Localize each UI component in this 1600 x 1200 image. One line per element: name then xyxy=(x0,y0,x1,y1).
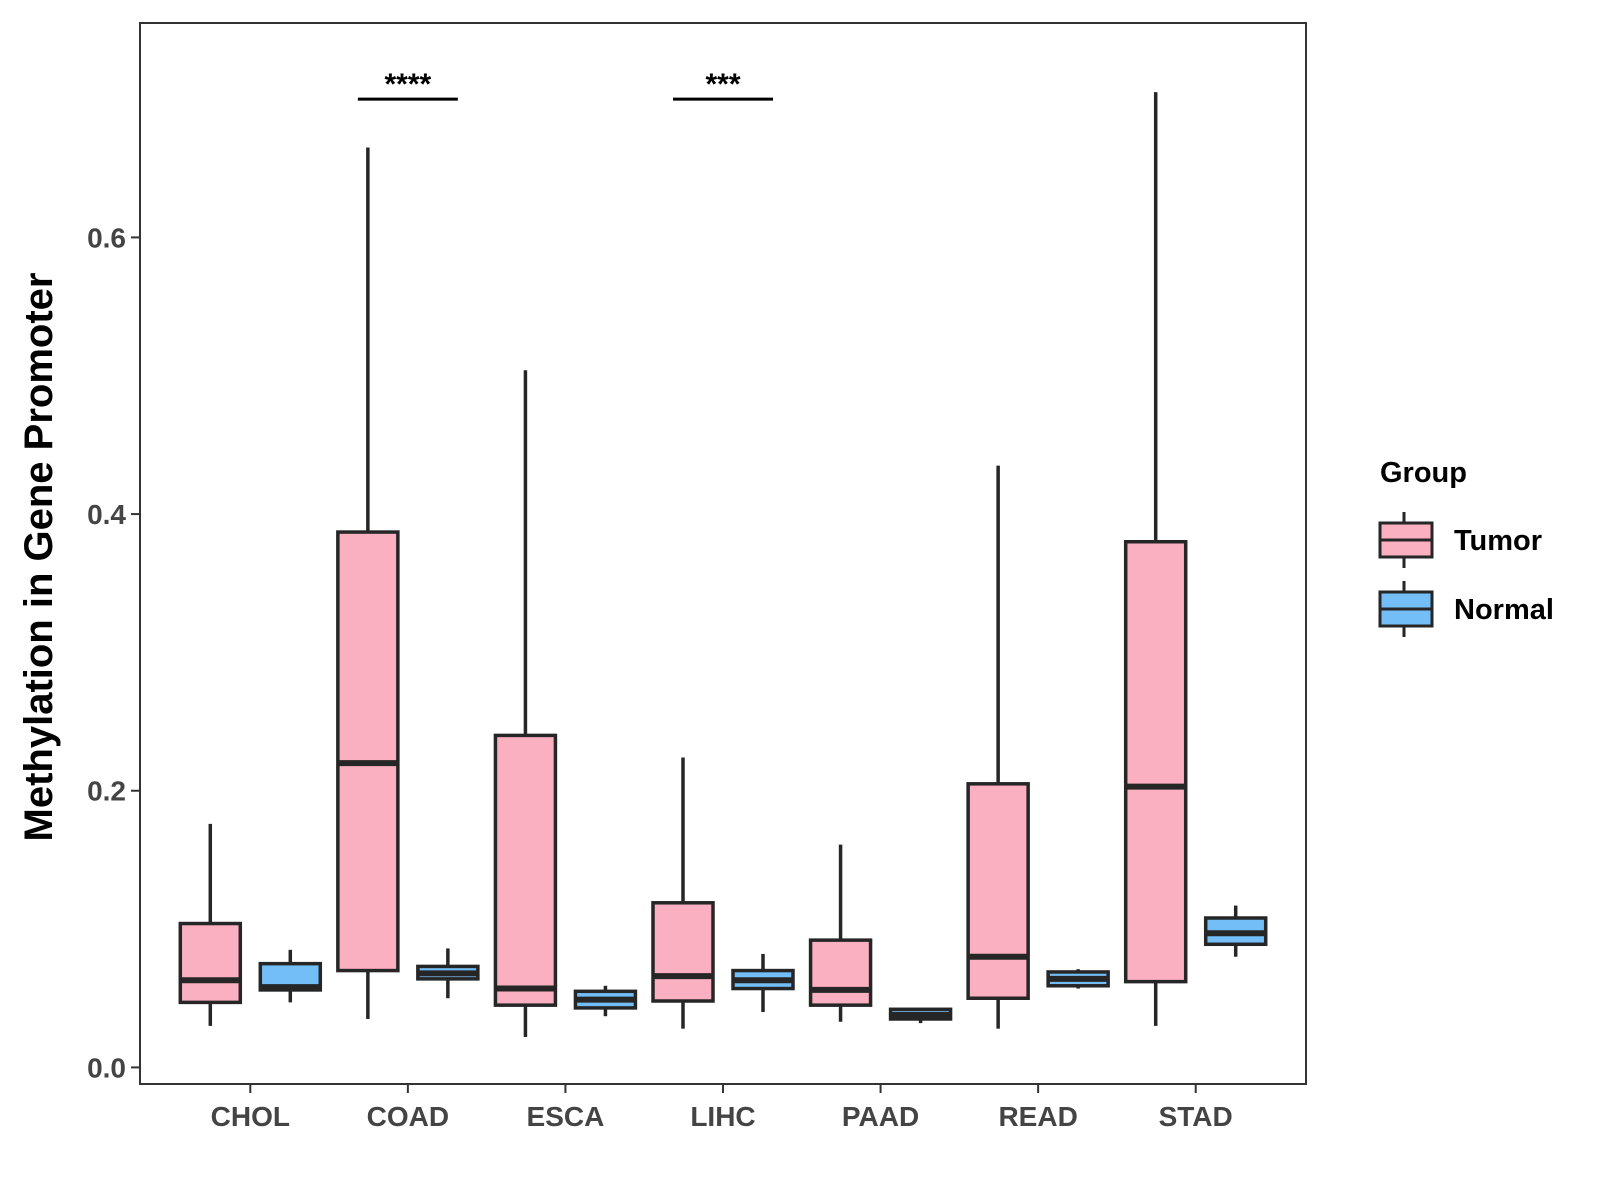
box-body xyxy=(651,901,715,1003)
x-tick-label: LIHC xyxy=(690,1101,755,1132)
legend-label: Tumor xyxy=(1454,525,1542,557)
box-body xyxy=(336,530,400,973)
box-body xyxy=(1123,539,1188,984)
x-tick-label: CHOL xyxy=(211,1101,290,1132)
box-normal-stad xyxy=(1203,905,1268,957)
box-normal-esca xyxy=(573,985,638,1017)
box-normal-coad xyxy=(416,948,480,999)
legend-label: Normal xyxy=(1454,594,1554,626)
box-normal-chol xyxy=(258,949,323,1003)
legend-title: Group xyxy=(1380,457,1467,489)
box-tumor-esca xyxy=(493,370,558,1037)
box-normal-read xyxy=(1046,969,1110,989)
x-tick-label: COAD xyxy=(367,1101,449,1132)
x-tick-label: ESCA xyxy=(527,1101,605,1132)
y-tick-label: 0.4 xyxy=(87,499,126,530)
box-body xyxy=(808,938,873,1007)
box-body xyxy=(178,921,243,1005)
box-tumor-stad xyxy=(1123,92,1188,1026)
box-tumor-chol xyxy=(178,823,243,1026)
y-axis-title: Methylation in Gene Promoter xyxy=(17,273,61,842)
y-tick-label: 0.2 xyxy=(87,776,126,807)
x-tick-label: STAD xyxy=(1159,1101,1233,1132)
box-tumor-paad xyxy=(808,844,873,1022)
box-normal-lihc xyxy=(731,953,795,1013)
box-tumor-coad xyxy=(336,147,400,1019)
legend-entry-normal: Normal xyxy=(1378,581,1554,637)
box-tumor-read xyxy=(966,465,1030,1029)
significance-label: *** xyxy=(705,68,740,101)
box-normal-paad xyxy=(888,1007,953,1024)
plot-layer: 0.0 0.2 0.4 0.6 CHOL COAD ESCA LIHC PAAD READ STAD… xyxy=(87,22,1307,1132)
box-tumor-lihc xyxy=(651,757,715,1029)
y-tick-label: 0.0 xyxy=(87,1052,126,1083)
y-tick-label: 0.6 xyxy=(87,222,126,253)
legend-entry-tumor: Tumor xyxy=(1378,512,1542,568)
box-body xyxy=(493,733,558,1007)
box-body xyxy=(966,782,1030,1000)
significance-label: **** xyxy=(385,68,432,101)
x-tick-label: PAAD xyxy=(842,1101,919,1132)
legend: Group Tumor Normal xyxy=(1378,457,1554,637)
x-tick-label: READ xyxy=(998,1101,1077,1132)
